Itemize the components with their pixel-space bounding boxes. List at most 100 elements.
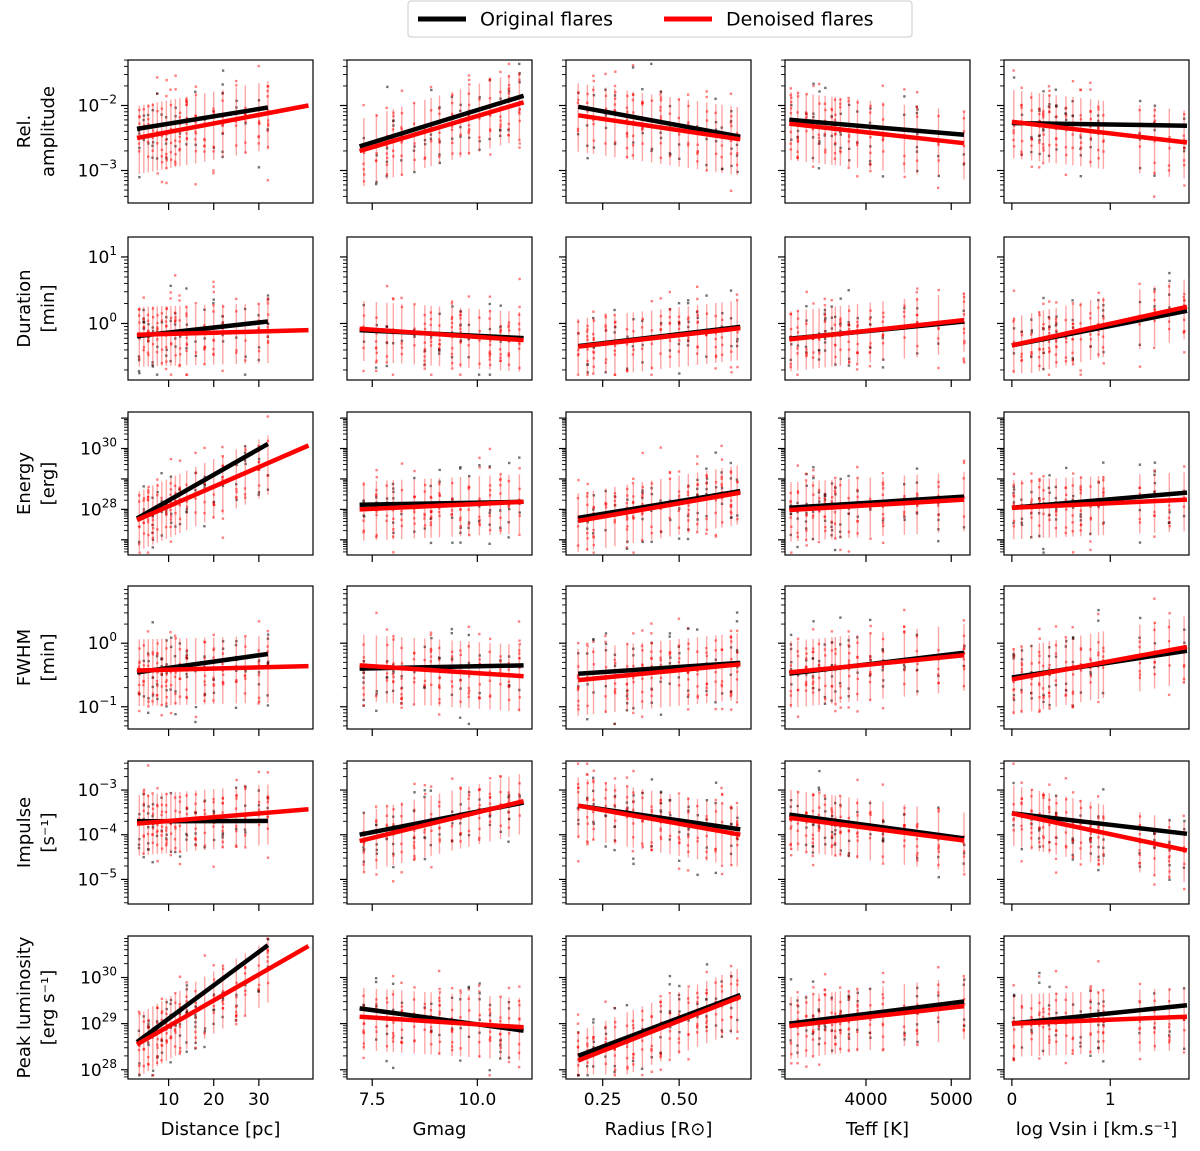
point-denoised	[626, 516, 629, 520]
point-denoised	[1102, 476, 1105, 479]
point-original	[142, 327, 146, 330]
point-original	[375, 852, 378, 855]
point-denoised	[173, 838, 177, 841]
point-original	[812, 466, 815, 469]
point-denoised	[1042, 112, 1045, 115]
point-original	[257, 491, 261, 494]
point-denoised	[714, 354, 718, 357]
point-denoised	[423, 355, 426, 358]
point-original	[151, 861, 154, 864]
point-denoised	[1030, 516, 1033, 519]
point-original	[1054, 496, 1057, 500]
point-denoised	[155, 350, 159, 354]
point-denoised	[518, 108, 521, 111]
point-denoised	[478, 329, 481, 333]
point-original	[266, 294, 270, 297]
point-original	[789, 647, 793, 651]
point-denoised	[488, 352, 491, 355]
point-denoised	[592, 79, 595, 83]
point-original	[459, 310, 462, 313]
point-original	[1079, 691, 1083, 694]
y-ticks	[997, 256, 1004, 371]
point-denoised	[212, 169, 215, 172]
point-denoised	[178, 677, 181, 680]
point-denoised	[790, 525, 793, 528]
point-denoised	[650, 657, 653, 660]
point-original	[641, 319, 644, 323]
point-denoised	[160, 496, 163, 500]
point-denoised	[1042, 327, 1045, 330]
point-denoised	[1020, 104, 1023, 107]
point-denoised	[488, 811, 492, 814]
point-denoised	[375, 513, 378, 517]
point-denoised	[375, 351, 378, 354]
point-denoised	[625, 131, 629, 135]
point-denoised	[151, 103, 154, 107]
point-denoised	[164, 367, 168, 371]
point-denoised	[507, 791, 510, 794]
point-denoised	[677, 660, 681, 664]
point-denoised	[362, 863, 365, 866]
point-denoised	[811, 682, 815, 685]
point-original	[705, 477, 709, 480]
point-denoised	[137, 817, 141, 821]
point-denoised	[392, 535, 395, 538]
point-original	[804, 345, 808, 348]
point-denoised	[221, 455, 224, 458]
point-original	[736, 340, 739, 343]
point-denoised	[451, 499, 454, 502]
point-denoised	[1054, 320, 1058, 324]
point-original	[869, 346, 872, 349]
point-original	[488, 823, 492, 827]
point-denoised	[632, 134, 635, 138]
point-original	[823, 337, 827, 340]
point-original	[632, 654, 635, 657]
point-denoised	[789, 690, 792, 693]
point-denoised	[1055, 301, 1058, 304]
point-original	[266, 488, 270, 491]
point-denoised	[1038, 166, 1041, 169]
point-denoised	[650, 665, 653, 668]
fit-line-denoised	[136, 807, 309, 826]
point-original	[650, 62, 653, 66]
point-original	[1153, 305, 1156, 308]
point-denoised	[518, 341, 521, 345]
point-original	[631, 345, 635, 348]
point-denoised	[641, 493, 644, 496]
point-denoised	[160, 134, 164, 138]
point-denoised	[614, 688, 617, 691]
point-original	[592, 94, 596, 97]
point-denoised	[796, 491, 800, 495]
y-ticks	[340, 59, 347, 197]
point-original	[430, 636, 433, 640]
point-denoised	[156, 110, 159, 113]
point-denoised	[823, 132, 827, 136]
point-denoised	[796, 347, 799, 350]
point-original	[257, 166, 261, 169]
point-original	[174, 145, 177, 148]
point-original	[518, 511, 521, 514]
point-original	[729, 477, 733, 480]
point-original	[1064, 689, 1068, 692]
fit-line-denoised	[359, 799, 525, 844]
point-original	[507, 536, 510, 539]
point-denoised	[489, 129, 492, 133]
point-denoised	[156, 843, 159, 847]
point-denoised	[626, 642, 629, 646]
point-denoised	[160, 847, 164, 850]
point-denoised	[499, 353, 502, 356]
point-denoised	[687, 642, 690, 645]
point-denoised	[178, 347, 182, 350]
point-denoised	[488, 310, 492, 313]
point-denoised	[625, 682, 629, 686]
point-denoised	[1048, 143, 1051, 147]
point-denoised	[705, 693, 708, 696]
point-denoised	[244, 668, 247, 672]
point-original	[155, 373, 159, 376]
point-denoised	[489, 153, 492, 156]
point-original	[518, 62, 521, 66]
point-denoised	[507, 811, 510, 814]
point-denoised	[1167, 516, 1171, 520]
point-original	[362, 500, 365, 503]
point-denoised	[856, 532, 859, 535]
